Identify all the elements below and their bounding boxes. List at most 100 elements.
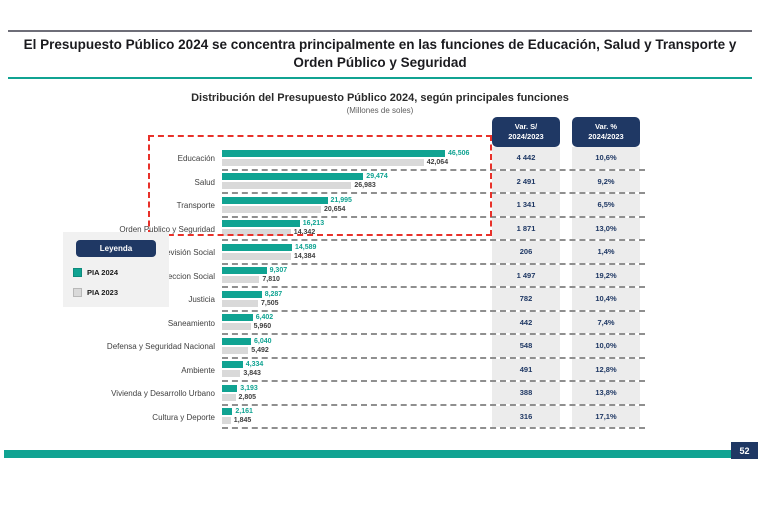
- var-soles-value: 4 442: [492, 147, 560, 169]
- value-pia-2023: 3,843: [243, 370, 261, 378]
- row-content: 6,402 5,960 442 7,4%: [222, 311, 645, 335]
- bar-pia-2024: [222, 337, 251, 345]
- bar-pia-2023: [222, 299, 258, 307]
- var-pct-value: 10,0%: [572, 335, 640, 357]
- chart-row: Proteccion Social 9,307 7,810 1 497 19,2%: [60, 264, 645, 288]
- value-pia-2023: 42,064: [426, 158, 449, 166]
- legend-swatch-pia-2023: [73, 288, 82, 297]
- column-header-line: Var. S/: [514, 121, 538, 131]
- bar-line: 14,384: [222, 252, 470, 260]
- chart-row: Salud 29,474 26,983 2 491 9,2%: [60, 170, 645, 194]
- value-pia-2023: 5,492: [251, 346, 269, 354]
- column-header-line: Var. %: [594, 121, 618, 131]
- var-soles-value: 316: [492, 405, 560, 427]
- bar-line: 21,995: [222, 196, 470, 204]
- bar-group: 9,307 7,810: [222, 265, 470, 287]
- bar-line: 5,492: [222, 346, 470, 354]
- row-content: 8,287 7,505 782 10,4%: [222, 288, 645, 312]
- bar-group: 29,474 26,983: [222, 171, 470, 193]
- chart-row: Cultura y Deporte 2,161 1,845 316 17,1%: [60, 405, 645, 429]
- chart-row: Defensa y Seguridad Nacional 6,040 5,492 54…: [60, 335, 645, 359]
- legend-label: PIA 2023: [87, 288, 118, 297]
- value-pia-2023: 5,960: [253, 323, 272, 331]
- bar-line: 46,506: [222, 149, 470, 157]
- page-number: 52: [731, 442, 758, 459]
- category-label: Proteccion Social: [153, 271, 215, 281]
- bar-pia-2024: [222, 220, 300, 228]
- bar-pia-2024: [222, 149, 445, 157]
- bar-pia-2024: [222, 173, 364, 181]
- var-pct-value: 13,8%: [572, 382, 640, 404]
- bar-line: 26,983: [222, 182, 470, 190]
- var-soles-value: 442: [492, 311, 560, 333]
- category-label: Educación: [177, 154, 215, 164]
- bar-line: 3,193: [222, 384, 470, 392]
- bar-line: 7,810: [222, 276, 470, 284]
- chart-row: Vivienda y Desarrollo Urbano 3,193 2,805 38…: [60, 382, 645, 406]
- category-label: Defensa y Seguridad Nacional: [106, 342, 215, 352]
- category-label: Saneamiento: [167, 318, 215, 328]
- bar-line: 7,505: [222, 299, 470, 307]
- bar-pia-2023: [222, 370, 241, 378]
- value-pia-2024: 14,589: [295, 243, 317, 251]
- value-pia-2024: 29,474: [366, 173, 388, 181]
- page-title: El Presupuesto Público 2024 se concentra…: [23, 37, 737, 71]
- var-soles-value: 1 497: [492, 264, 560, 286]
- var-pct-value: 7,4%: [572, 311, 640, 333]
- bar-pia-2024: [222, 243, 292, 251]
- chart-subtitle: (Millones de soles): [346, 106, 414, 115]
- chart-row: Justicia 8,287 7,505 782 10,4%: [60, 288, 645, 312]
- value-pia-2023: 26,983: [354, 182, 376, 190]
- bar-group: 21,995 20,654: [222, 194, 470, 216]
- bar-line: 6,040: [222, 337, 470, 345]
- category-label: Transporte: [176, 201, 215, 211]
- bar-line: 4,334: [222, 361, 470, 369]
- bar-line: 2,161: [222, 408, 470, 416]
- row-content: 2,161 1,845 316 17,1%: [222, 405, 645, 429]
- var-soles-value: 206: [492, 241, 560, 263]
- var-pct-value: 19,2%: [572, 264, 640, 286]
- bar-line: 2,805: [222, 393, 470, 401]
- value-pia-2024: 6,402: [255, 314, 274, 322]
- bar-line: 42,064: [222, 158, 470, 166]
- chart-row: Educación 46,506 42,064 4 442 10,6%: [60, 147, 645, 171]
- row-content: 29,474 26,983 2 491 9,2%: [222, 170, 645, 194]
- legend: Leyenda PIA 2024 PIA 2023: [63, 232, 169, 307]
- row-content: 4,334 3,843 491 12,8%: [222, 358, 645, 382]
- value-pia-2023: 14,384: [294, 252, 316, 260]
- row-content: 14,589 14,384 206 1,4%: [222, 241, 645, 265]
- chart-row: Previsión Social 14,589 14,384 206 1,4%: [60, 241, 645, 265]
- column-header-line: 2024/2023: [508, 132, 544, 141]
- bar-group: 16,213 14,342: [222, 218, 470, 240]
- var-soles-value: 1 871: [492, 217, 560, 239]
- category-label: Ambiente: [181, 365, 215, 375]
- var-soles-value: 1 341: [492, 194, 560, 216]
- var-pct-value: 10,6%: [572, 147, 640, 169]
- var-pct-value: 12,8%: [572, 358, 640, 380]
- row-content: 9,307 7,810 1 497 19,2%: [222, 264, 645, 288]
- footer-accent-bar: [4, 450, 754, 458]
- chart-row: Saneamiento 6,402 5,960 442 7,4%: [60, 311, 645, 335]
- chart-row: Orden Publico y Seguridad 16,213 14,342 1 8…: [60, 217, 645, 241]
- bar-group: 3,193 2,805: [222, 382, 470, 404]
- category-label: Vivienda y Desarrollo Urbano: [111, 389, 215, 399]
- value-pia-2023: 14,342: [293, 229, 316, 237]
- var-soles-value: 388: [492, 382, 560, 404]
- category-label: Orden Publico y Seguridad: [119, 224, 215, 234]
- chart-row: Ambiente 4,334 3,843 491 12,8%: [60, 358, 645, 382]
- value-pia-2024: 3,193: [240, 384, 258, 392]
- bar-line: 6,402: [222, 314, 470, 322]
- bar-pia-2023: [222, 229, 291, 237]
- bar-line: 14,342: [222, 229, 470, 237]
- bar-pia-2024: [222, 361, 243, 369]
- top-divider: [8, 30, 752, 32]
- category-label: Previsión Social: [158, 248, 215, 258]
- value-pia-2024: 16,213: [302, 220, 325, 228]
- value-pia-2024: 9,307: [269, 267, 288, 275]
- bar-pia-2024: [222, 196, 328, 204]
- legend-swatch-pia-2024: [73, 268, 82, 277]
- bar-pia-2024: [222, 314, 253, 322]
- bar-group: 4,334 3,843: [222, 359, 470, 381]
- chart-row: Transporte 21,995 20,654 1 341 6,5%: [60, 194, 645, 218]
